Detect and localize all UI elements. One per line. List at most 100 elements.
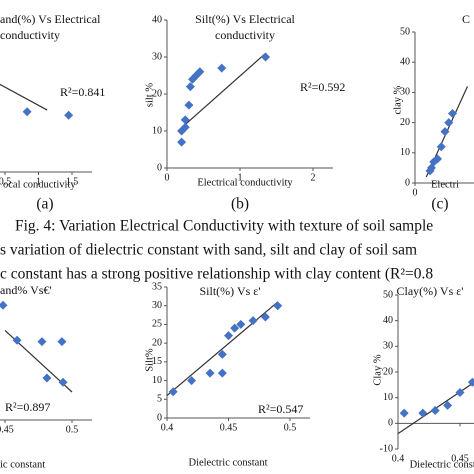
data-point [224, 331, 233, 341]
data-point [217, 368, 227, 378]
trendline [166, 301, 279, 397]
y-tick-label: 30 [152, 300, 162, 311]
data-point [440, 127, 450, 137]
trendline [0, 83, 48, 111]
data-point [0, 300, 8, 310]
chart-title: Silt(%) Vs Electrical [195, 12, 295, 26]
y-tick-label: 20 [383, 366, 393, 377]
y-tick-label: 10 [152, 125, 162, 136]
y-tick-label: 25 [152, 319, 162, 330]
x-tick-label: 0.4 [161, 422, 174, 433]
panel-label: (b) [231, 196, 249, 213]
data-point [195, 67, 205, 77]
chart-title: and(%) Vs Electrical [0, 12, 101, 26]
x-axis-title: ocal conductivity [3, 179, 76, 190]
y-tick-label: 0 [157, 412, 162, 423]
y-tick-label: 10 [152, 375, 162, 386]
y-tick-label: 40 [383, 315, 393, 326]
y-tick-label: 35 [152, 281, 162, 292]
data-point [180, 122, 190, 132]
x-tick-label: 0.45 [0, 424, 14, 435]
data-point [58, 377, 68, 387]
x-tick-label: 0.4 [392, 453, 405, 464]
data-point [248, 316, 258, 326]
y-tick-label: 50 [400, 26, 410, 37]
y-tick-label: 40 [152, 14, 162, 25]
data-point [180, 115, 190, 125]
r-squared: R²=0.547 [258, 402, 303, 416]
x-tick-label: 1 [238, 172, 243, 183]
data-point [399, 408, 409, 418]
data-point [467, 377, 474, 387]
y-tick-label: 30 [152, 51, 162, 62]
data-point [168, 387, 178, 397]
x-tick-label: 1.5 [66, 176, 79, 187]
x-axis-title: Dielectric constant [188, 457, 267, 468]
y-tick-label: 10 [383, 392, 393, 403]
data-point [436, 142, 446, 152]
y-tick-label: 10 [400, 147, 410, 158]
y-axis-title: Clay % [372, 354, 383, 385]
data-point [42, 373, 52, 383]
data-point [433, 154, 442, 164]
y-tick-label: 5 [157, 394, 162, 405]
data-point [448, 109, 457, 119]
x-tick-label: 2 [311, 172, 316, 183]
trendline [397, 381, 474, 435]
y-tick-label: 40 [400, 56, 410, 67]
y-axis-title: silt % [144, 83, 155, 107]
x-tick-label: 0.5 [284, 422, 297, 433]
data-point [57, 337, 67, 347]
body-line: s variation of dielectric constant with … [0, 242, 417, 259]
y-tick-label: -10 [380, 443, 393, 454]
figure-caption: Fig. 4: Variation Electrical Conductivit… [15, 218, 433, 235]
y-tick-label: 15 [152, 356, 162, 367]
x-tick-label: 0.45 [220, 422, 238, 433]
chart-title: Silt(%) Vs ε' [200, 284, 261, 298]
data-point [260, 312, 270, 322]
r-squared: R²=0.592 [300, 80, 345, 94]
y-tick-label: 20 [152, 88, 162, 99]
x-axis-title: ic constant [0, 459, 45, 470]
data-point [273, 301, 283, 311]
y-tick-label: 30 [400, 87, 410, 98]
data-point [418, 408, 428, 418]
data-point [217, 349, 227, 359]
data-point [64, 110, 74, 120]
data-point [22, 107, 32, 117]
data-point [455, 388, 465, 398]
y-axis-title: Silt% [144, 348, 155, 372]
x-tick-label: 0.5 [0, 176, 11, 187]
data-point [205, 368, 215, 378]
y-tick-label: 20 [400, 117, 410, 128]
y-axis-title: clay % [392, 85, 403, 114]
data-point [236, 319, 246, 329]
r-squared: R²=0.841 [60, 85, 105, 99]
chart-title: C [462, 12, 470, 26]
x-axis-title: Electrical conductivity [197, 177, 293, 188]
data-point [444, 118, 454, 128]
data-point [177, 137, 187, 147]
chart-title: Clay(%) Vs ε' [397, 284, 464, 298]
r-squared: R²=0.897 [5, 400, 50, 414]
data-point [443, 400, 453, 410]
x-tick-label: 0.5 [66, 424, 79, 435]
y-tick-label: 0 [405, 177, 410, 188]
data-point [185, 82, 195, 92]
chart-title: conductivity [215, 28, 275, 42]
panel-label: (a) [36, 196, 53, 213]
data-point [37, 337, 47, 347]
x-axis-title: Electri [431, 179, 459, 190]
data-point [12, 335, 22, 345]
x-tick-label: 0 [413, 187, 418, 198]
y-tick-label: 30 [383, 341, 393, 352]
trendline [177, 52, 266, 132]
x-tick-label: 1 [36, 176, 41, 187]
data-point [184, 100, 194, 110]
body-line: c constant has a strong positive relatio… [0, 266, 433, 283]
y-tick-label: 20 [152, 337, 162, 348]
data-point [230, 323, 240, 333]
data-point [187, 376, 197, 386]
